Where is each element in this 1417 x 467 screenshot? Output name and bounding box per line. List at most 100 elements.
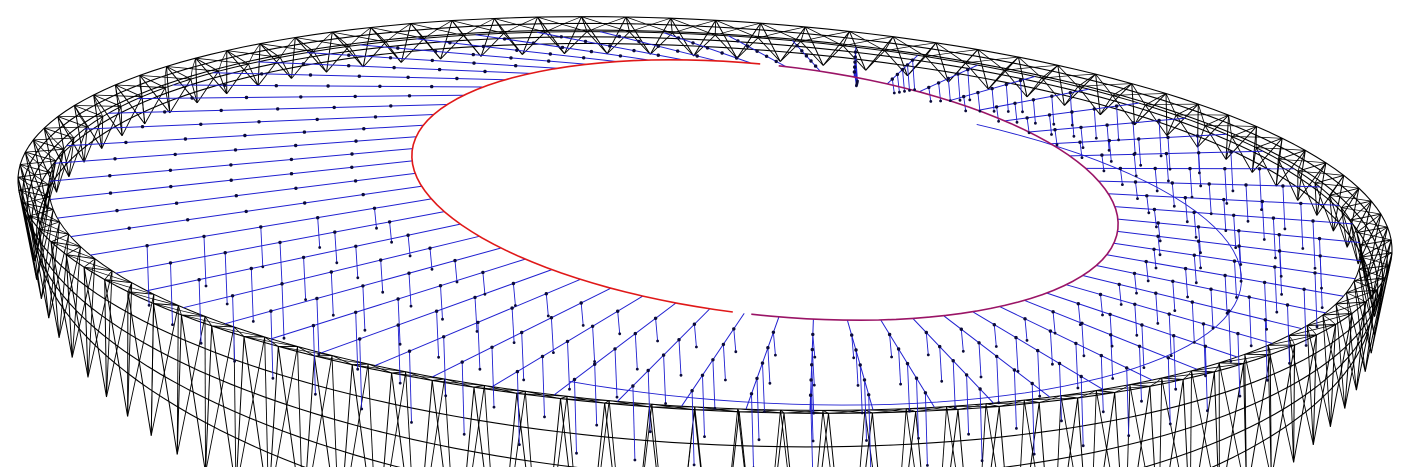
hanger: [702, 375, 705, 437]
hanger: [967, 69, 971, 100]
truss-brace: [1112, 93, 1140, 96]
cable-node: [1118, 166, 1123, 171]
cable-node: [946, 76, 950, 81]
truss-diagonal: [604, 403, 613, 467]
hanger-node: [1262, 238, 1266, 241]
truss-diagonal: [483, 385, 491, 467]
truss-diagonal: [1332, 175, 1345, 232]
truss-diagonal: [597, 403, 606, 467]
truss-post: [537, 16, 546, 33]
hanger: [1049, 331, 1053, 365]
hanger-node: [522, 378, 526, 382]
hanger: [1300, 203, 1304, 249]
truss-diagonal: [1114, 392, 1120, 467]
hanger-node: [1199, 251, 1202, 255]
hanger: [1234, 261, 1237, 298]
cable-node: [853, 60, 857, 64]
truss-diagonal: [247, 63, 259, 86]
truss-diagonal: [514, 391, 526, 467]
cable-node: [259, 225, 263, 229]
truss-diagonal: [1029, 402, 1040, 467]
hanger: [334, 232, 338, 263]
cable-node: [1108, 312, 1112, 317]
cable-node: [354, 244, 358, 248]
cable-node: [1117, 282, 1121, 287]
truss-post: [1161, 377, 1184, 380]
cable-node: [453, 258, 457, 263]
truss-post: [295, 37, 314, 52]
truss-diagonal: [736, 22, 762, 59]
truss-brace: [139, 85, 143, 97]
hanger-node: [1246, 219, 1250, 223]
hanger-node: [812, 411, 816, 415]
cable-node: [202, 234, 206, 239]
truss-diagonal: [56, 149, 65, 193]
truss-diagonal: [1329, 313, 1353, 427]
hanger-node: [478, 367, 482, 371]
hanger: [1173, 335, 1177, 390]
cable-node: [1156, 234, 1160, 238]
truss-brace: [649, 17, 671, 26]
truss-brace: [1292, 340, 1295, 346]
truss-post: [211, 325, 234, 328]
hanger: [550, 317, 554, 353]
hanger-node: [695, 345, 698, 349]
truss-brace: [104, 279, 130, 288]
truss-diagonal: [291, 37, 296, 79]
hanger: [1198, 241, 1202, 268]
hanger: [1189, 168, 1193, 198]
truss-post: [1129, 384, 1150, 387]
truss-diagonal: [1267, 345, 1295, 463]
truss-diagonal: [884, 50, 908, 77]
hanger-node: [1101, 313, 1104, 317]
truss-post: [1360, 239, 1392, 246]
hanger: [203, 236, 207, 287]
cable-nodes: [108, 34, 1324, 467]
cable-node: [1157, 118, 1161, 123]
hanger: [362, 285, 366, 331]
truss-diagonal: [1275, 159, 1279, 187]
cable-node: [1092, 107, 1097, 111]
hanger: [1153, 249, 1157, 269]
cable-node: [230, 294, 235, 298]
truss-diagonal: [294, 37, 327, 73]
cable-node: [760, 361, 765, 365]
truss-diagonal: [1175, 114, 1198, 148]
cable-node: [858, 363, 862, 367]
cable-node: [852, 70, 857, 74]
cable-node: [1302, 287, 1306, 291]
cable-node: [853, 65, 857, 69]
hanger: [1106, 125, 1110, 151]
cable-node: [1004, 82, 1008, 87]
truss-brace: [758, 31, 782, 39]
truss-diagonal: [948, 62, 966, 83]
hanger: [1167, 357, 1171, 424]
truss-diagonal: [38, 228, 50, 319]
hanger: [270, 311, 274, 379]
cable-node: [579, 301, 583, 305]
truss-post: [139, 74, 166, 89]
hanger-node: [1147, 211, 1151, 215]
hanger: [756, 378, 760, 440]
hanger-node: [763, 410, 766, 413]
truss-diagonal: [218, 71, 228, 94]
truss-brace: [965, 59, 992, 64]
hanger: [810, 379, 814, 442]
truss-diagonal: [760, 22, 781, 62]
truss-diagonal: [473, 387, 485, 467]
cable-node: [900, 67, 905, 72]
truss-brace: [499, 389, 526, 392]
hanger: [1210, 289, 1214, 329]
truss-post: [66, 254, 96, 260]
cable-node: [361, 192, 365, 197]
hanger: [1132, 122, 1136, 154]
cable-node: [676, 36, 681, 40]
hanger: [898, 348, 902, 385]
truss-diagonal: [557, 396, 568, 467]
cable-node: [1171, 279, 1175, 283]
hanger: [1274, 266, 1278, 313]
truss-diagonal: [1306, 325, 1331, 427]
truss-diagonal: [1371, 226, 1388, 299]
truss-brace: [397, 23, 411, 33]
truss-diagonal: [466, 387, 475, 467]
